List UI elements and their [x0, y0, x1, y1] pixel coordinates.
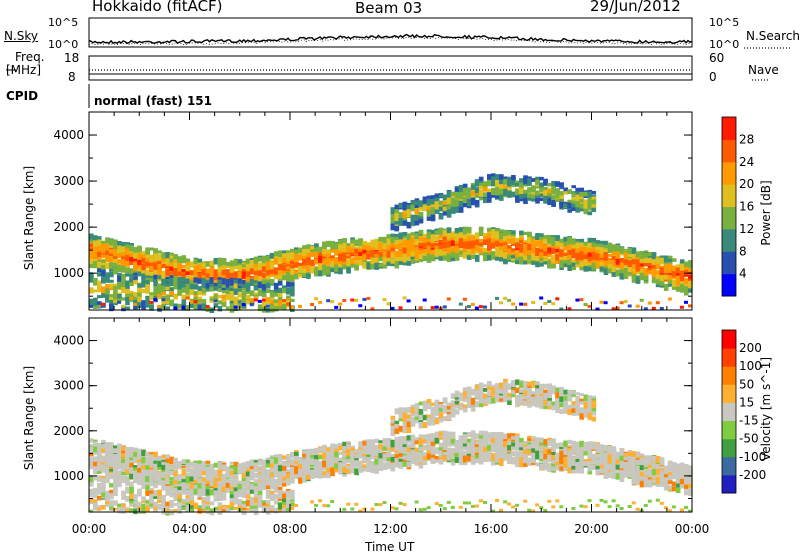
noise-sky-line [88, 33, 693, 45]
station-title: Hokkaido (fitACF) [92, 0, 223, 15]
power-colorbar-segment [722, 117, 736, 140]
power-ytick-label: 1000 [53, 266, 84, 280]
x-tick-label: 00:00 [72, 522, 107, 536]
nsearch-label: N.Search [746, 29, 800, 43]
x-axis-label: Time UT [365, 540, 415, 554]
beam-title: Beam 03 [355, 0, 423, 17]
velocity-colorbar-segment [722, 348, 736, 367]
velocity-colorbar-tick: -15 [739, 414, 759, 428]
power-colorbar-segment [722, 228, 736, 252]
power-colorbar-segment [722, 206, 736, 230]
power-colorbar-tick: 8 [739, 244, 747, 258]
power-ytick-label: 2000 [53, 220, 84, 234]
velocity-colorbar-tick: 100 [739, 359, 762, 373]
x-tick-label: 04:00 [172, 522, 207, 536]
x-tick-label: 16:00 [474, 522, 509, 536]
freq-tick-top: 18 [64, 51, 80, 65]
velocity-colorbar-tick: -200 [739, 468, 766, 482]
velocity-scatter [89, 378, 693, 516]
velocity-colorbar-segment [722, 366, 736, 385]
noise-left-tick-top: 10^5 [48, 16, 79, 29]
power-colorbar-segment [722, 251, 736, 275]
x-tick-label: 12:00 [373, 522, 408, 536]
velocity-colorbar-tick: -100 [739, 450, 766, 464]
x-tick-label: 08:00 [273, 522, 308, 536]
x-tick-label: 00:00 [675, 522, 710, 536]
power-colorbar-tick: 16 [739, 200, 754, 214]
power-colorbar-tick: 4 [739, 267, 747, 281]
power-scatter [89, 173, 693, 313]
freq-tick-bottom: 8 [68, 70, 76, 84]
freq-label-2: [MHz] [6, 63, 42, 77]
velocity-ytick-label: 2000 [53, 424, 84, 438]
power-colorbar-segment [722, 161, 736, 185]
power-colorbar-tick: 24 [739, 155, 754, 169]
power-colorbar-tick: 12 [739, 222, 754, 236]
velocity-colorbar-segment [722, 438, 736, 458]
velocity-colorbar-segment [722, 384, 736, 403]
power-colorbar-segment [722, 139, 736, 163]
velocity-ytick-label: 4000 [53, 334, 84, 348]
power-colorbar-tick: 28 [739, 132, 754, 146]
power-ytick-label: 4000 [53, 128, 84, 142]
power-colorbar-segment [722, 184, 736, 207]
nave-tick-top: 60 [709, 51, 725, 65]
power-colorbar-frame [721, 116, 737, 297]
nsky-label: N.Sky [4, 29, 39, 43]
freq-panel-frame [88, 55, 693, 81]
velocity-colorbar-frame [721, 329, 737, 494]
noise-panel-frame [88, 17, 693, 48]
velocity-colorbar-segment [722, 330, 736, 349]
velocity-ytick-label: 1000 [53, 469, 84, 483]
velocity-colorbar-segment [722, 420, 736, 440]
velocity-colorbar-segment [722, 402, 736, 421]
velocity-ytick-label: 3000 [53, 379, 84, 393]
noise-left-tick-bottom: 10^0 [48, 38, 79, 51]
freq-label-1: Freq. [15, 50, 45, 64]
noise-search-line [88, 36, 693, 46]
velocity-colorbar-tick: -50 [739, 432, 759, 446]
noise-right-tick-top: 10^5 [709, 16, 740, 29]
x-tick-label: 20:00 [574, 522, 609, 536]
nave-label: Nave [748, 63, 779, 77]
power-ytick-label: 3000 [53, 174, 84, 188]
power-colorbar-segment [722, 273, 736, 297]
velocity-colorbar-segment [722, 474, 736, 494]
cpid-value: normal (fast) 151 [94, 94, 212, 108]
noise-right-tick-bottom: 10^0 [709, 38, 740, 51]
nave-tick-bottom: 0 [709, 70, 717, 84]
velocity-colorbar-segment [722, 456, 736, 476]
date-title: 29/Jun/2012 [590, 0, 681, 15]
cpid-label: CPID [6, 89, 39, 103]
velocity-colorbar-tick: 200 [739, 341, 762, 355]
power-colorbar-tick: 20 [739, 177, 754, 191]
velocity-colorbar-tick: 50 [739, 377, 754, 391]
velocity-colorbar-tick: 15 [739, 395, 754, 409]
